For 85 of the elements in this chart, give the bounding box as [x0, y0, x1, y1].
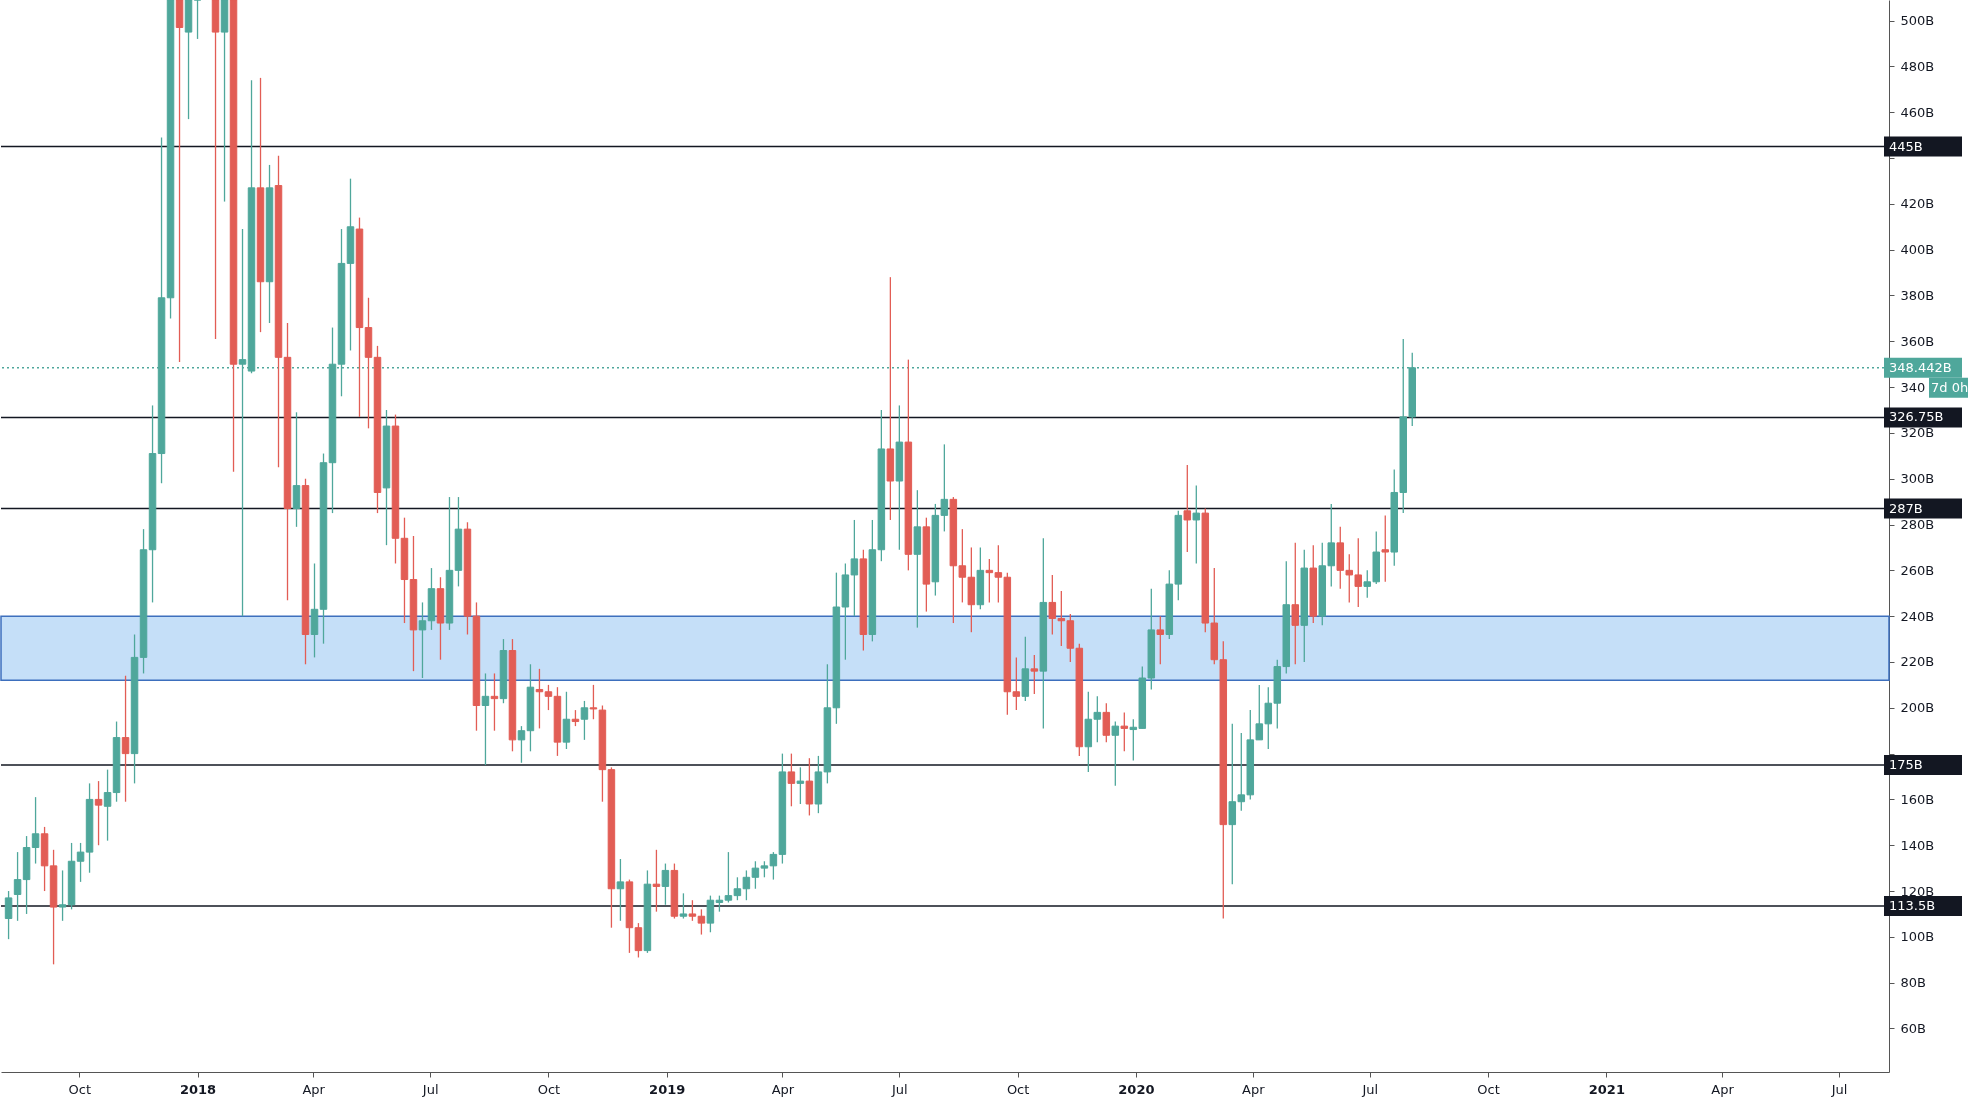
candlestick	[661, 862, 670, 906]
candlestick	[1291, 542, 1300, 665]
y-tick-label: 400B	[1900, 242, 1935, 258]
candlestick	[292, 411, 301, 528]
x-tick-label: Oct	[68, 1081, 92, 1097]
candlestick	[1381, 514, 1390, 583]
candlestick	[76, 842, 85, 883]
y-tick-label: 500B	[1900, 13, 1935, 29]
x-tick-label: Oct	[1006, 1081, 1030, 1097]
candlestick	[481, 672, 490, 766]
y-tick-label: 460B	[1900, 104, 1935, 120]
candlestick	[193, 0, 202, 40]
y-tick-label: 80B	[1900, 975, 1926, 991]
candlestick	[1192, 484, 1201, 565]
y-tick-label: 240B	[1900, 608, 1935, 624]
y-tick-label: 420B	[1900, 196, 1935, 212]
y-tick-label: 280B	[1900, 517, 1935, 533]
candlestick	[211, 0, 220, 340]
candlestick	[580, 700, 589, 741]
candlestick	[94, 780, 103, 846]
ref-line-label: 445B	[1889, 138, 1923, 154]
ref-line-label: 287B	[1889, 500, 1923, 516]
x-tick-label: 2019	[649, 1081, 686, 1097]
candlestick	[175, 0, 184, 363]
candlestick	[679, 892, 688, 920]
y-tick-label: 60B	[1900, 1020, 1926, 1036]
candlestick	[589, 684, 598, 720]
y-tick-label: 120B	[1900, 883, 1935, 899]
candlestick	[733, 876, 742, 901]
x-tick-label: Apr	[1711, 1081, 1735, 1097]
candlestick	[724, 851, 733, 904]
x-tick-label: Jul	[1361, 1081, 1379, 1097]
candlestick	[13, 851, 22, 922]
y-tick-label: 320B	[1900, 425, 1935, 441]
candlestick	[706, 894, 715, 933]
x-tick-label: Jul	[891, 1081, 908, 1097]
y-tick-label: 140B	[1900, 837, 1935, 853]
text: 7d 0h	[1931, 379, 1969, 395]
candlestick	[31, 796, 40, 865]
x-tick-label: 2018	[179, 1081, 217, 1097]
y-tick-label: 380B	[1900, 287, 1935, 303]
y-tick-label: 160B	[1900, 791, 1935, 807]
x-tick-label: Apr	[302, 1081, 326, 1097]
candlestick	[1120, 711, 1129, 752]
candlestick	[544, 684, 553, 711]
candlestick	[634, 922, 643, 959]
candlestick	[562, 691, 571, 750]
y-tick-label: 340	[1900, 379, 1926, 395]
x-tick-label: Jul	[421, 1081, 439, 1097]
candlestick	[805, 757, 814, 817]
x-tick-label: Apr	[771, 1081, 795, 1097]
candlestick	[1111, 720, 1120, 787]
candlestick	[517, 725, 526, 764]
candlestick	[787, 752, 796, 807]
candlestick	[418, 601, 427, 679]
y-tick-label: 200B	[1900, 700, 1935, 716]
x-tick-label: Oct	[537, 1081, 561, 1097]
x-tick-label: Oct	[1477, 1081, 1500, 1097]
x-tick-label: 2021	[1588, 1081, 1625, 1097]
y-tick-label: 300B	[1900, 471, 1935, 487]
candlestick	[4, 890, 13, 940]
ref-line-label: 348.442B	[1889, 359, 1952, 375]
x-tick-label: Jul	[1830, 1081, 1848, 1097]
y-tick-label: 480B	[1900, 58, 1935, 74]
candlestick	[616, 858, 625, 922]
x-tick-label: 2020	[1118, 1081, 1155, 1097]
ref-line-label: 113.5B	[1889, 897, 1936, 913]
candlestick	[1102, 702, 1111, 743]
candlestick	[1183, 464, 1192, 553]
y-tick-label: 260B	[1900, 562, 1935, 578]
candlestick	[58, 869, 67, 922]
y-tick-label: 220B	[1900, 654, 1935, 670]
ref-line-label: 175B	[1889, 757, 1923, 773]
candlestick	[1030, 654, 1039, 695]
x-tick-label: Apr	[1242, 1081, 1266, 1097]
candlestick	[688, 899, 697, 922]
candlestick	[697, 908, 706, 936]
candlestick	[1156, 615, 1165, 665]
candlestick	[103, 768, 112, 842]
y-tick-label: 100B	[1900, 929, 1935, 945]
y-tick-label: 360B	[1900, 333, 1935, 349]
candlestick	[121, 675, 130, 803]
ref-line-label: 326.75B	[1889, 409, 1944, 425]
candlestick	[742, 869, 751, 901]
candlestick	[796, 766, 805, 805]
